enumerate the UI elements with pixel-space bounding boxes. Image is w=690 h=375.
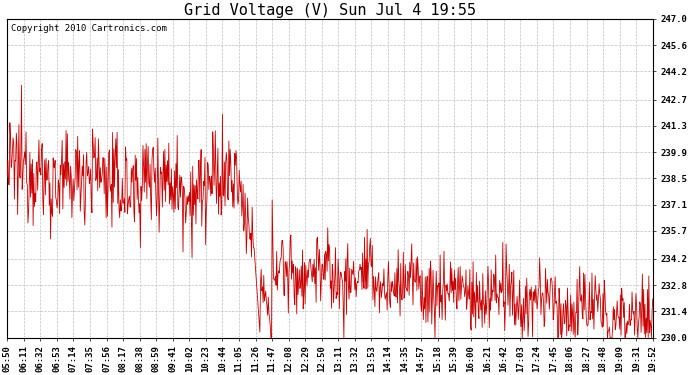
Text: Copyright 2010 Cartronics.com: Copyright 2010 Cartronics.com xyxy=(10,24,166,33)
Title: Grid Voltage (V) Sun Jul 4 19:55: Grid Voltage (V) Sun Jul 4 19:55 xyxy=(184,3,476,18)
